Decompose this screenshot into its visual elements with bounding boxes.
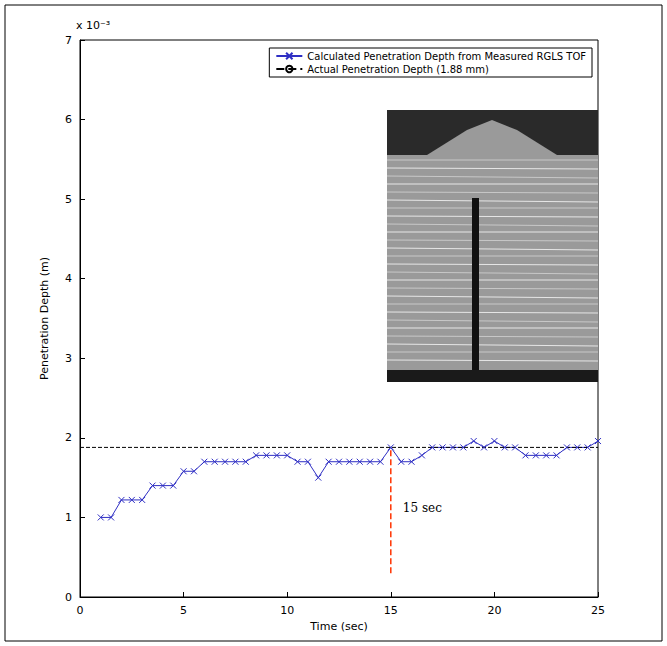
svg-text:Actual Penetration Depth (1.88: Actual Penetration Depth (1.88 mm) — [307, 64, 489, 75]
svg-text:15 sec: 15 sec — [403, 501, 442, 515]
svg-text:0: 0 — [65, 591, 72, 604]
svg-text:20: 20 — [487, 604, 501, 617]
svg-text:7: 7 — [65, 34, 72, 47]
svg-text:Calculated Penetration Depth f: Calculated Penetration Depth from Measur… — [307, 51, 586, 62]
svg-text:Penetration Depth (m): Penetration Depth (m) — [38, 257, 51, 380]
svg-text:0: 0 — [77, 604, 84, 617]
svg-text:5: 5 — [180, 604, 187, 617]
svg-text:6: 6 — [65, 113, 72, 126]
svg-text:5: 5 — [65, 193, 72, 206]
svg-text:15: 15 — [384, 604, 398, 617]
svg-text:25: 25 — [591, 604, 605, 617]
svg-text:10: 10 — [280, 604, 294, 617]
svg-text:1: 1 — [65, 511, 72, 524]
svg-text:x 10⁻³: x 10⁻³ — [76, 19, 110, 32]
svg-text:Time (sec): Time (sec) — [309, 620, 368, 633]
svg-text:4: 4 — [65, 272, 72, 285]
svg-text:2: 2 — [65, 431, 72, 444]
svg-text:3: 3 — [65, 352, 72, 365]
